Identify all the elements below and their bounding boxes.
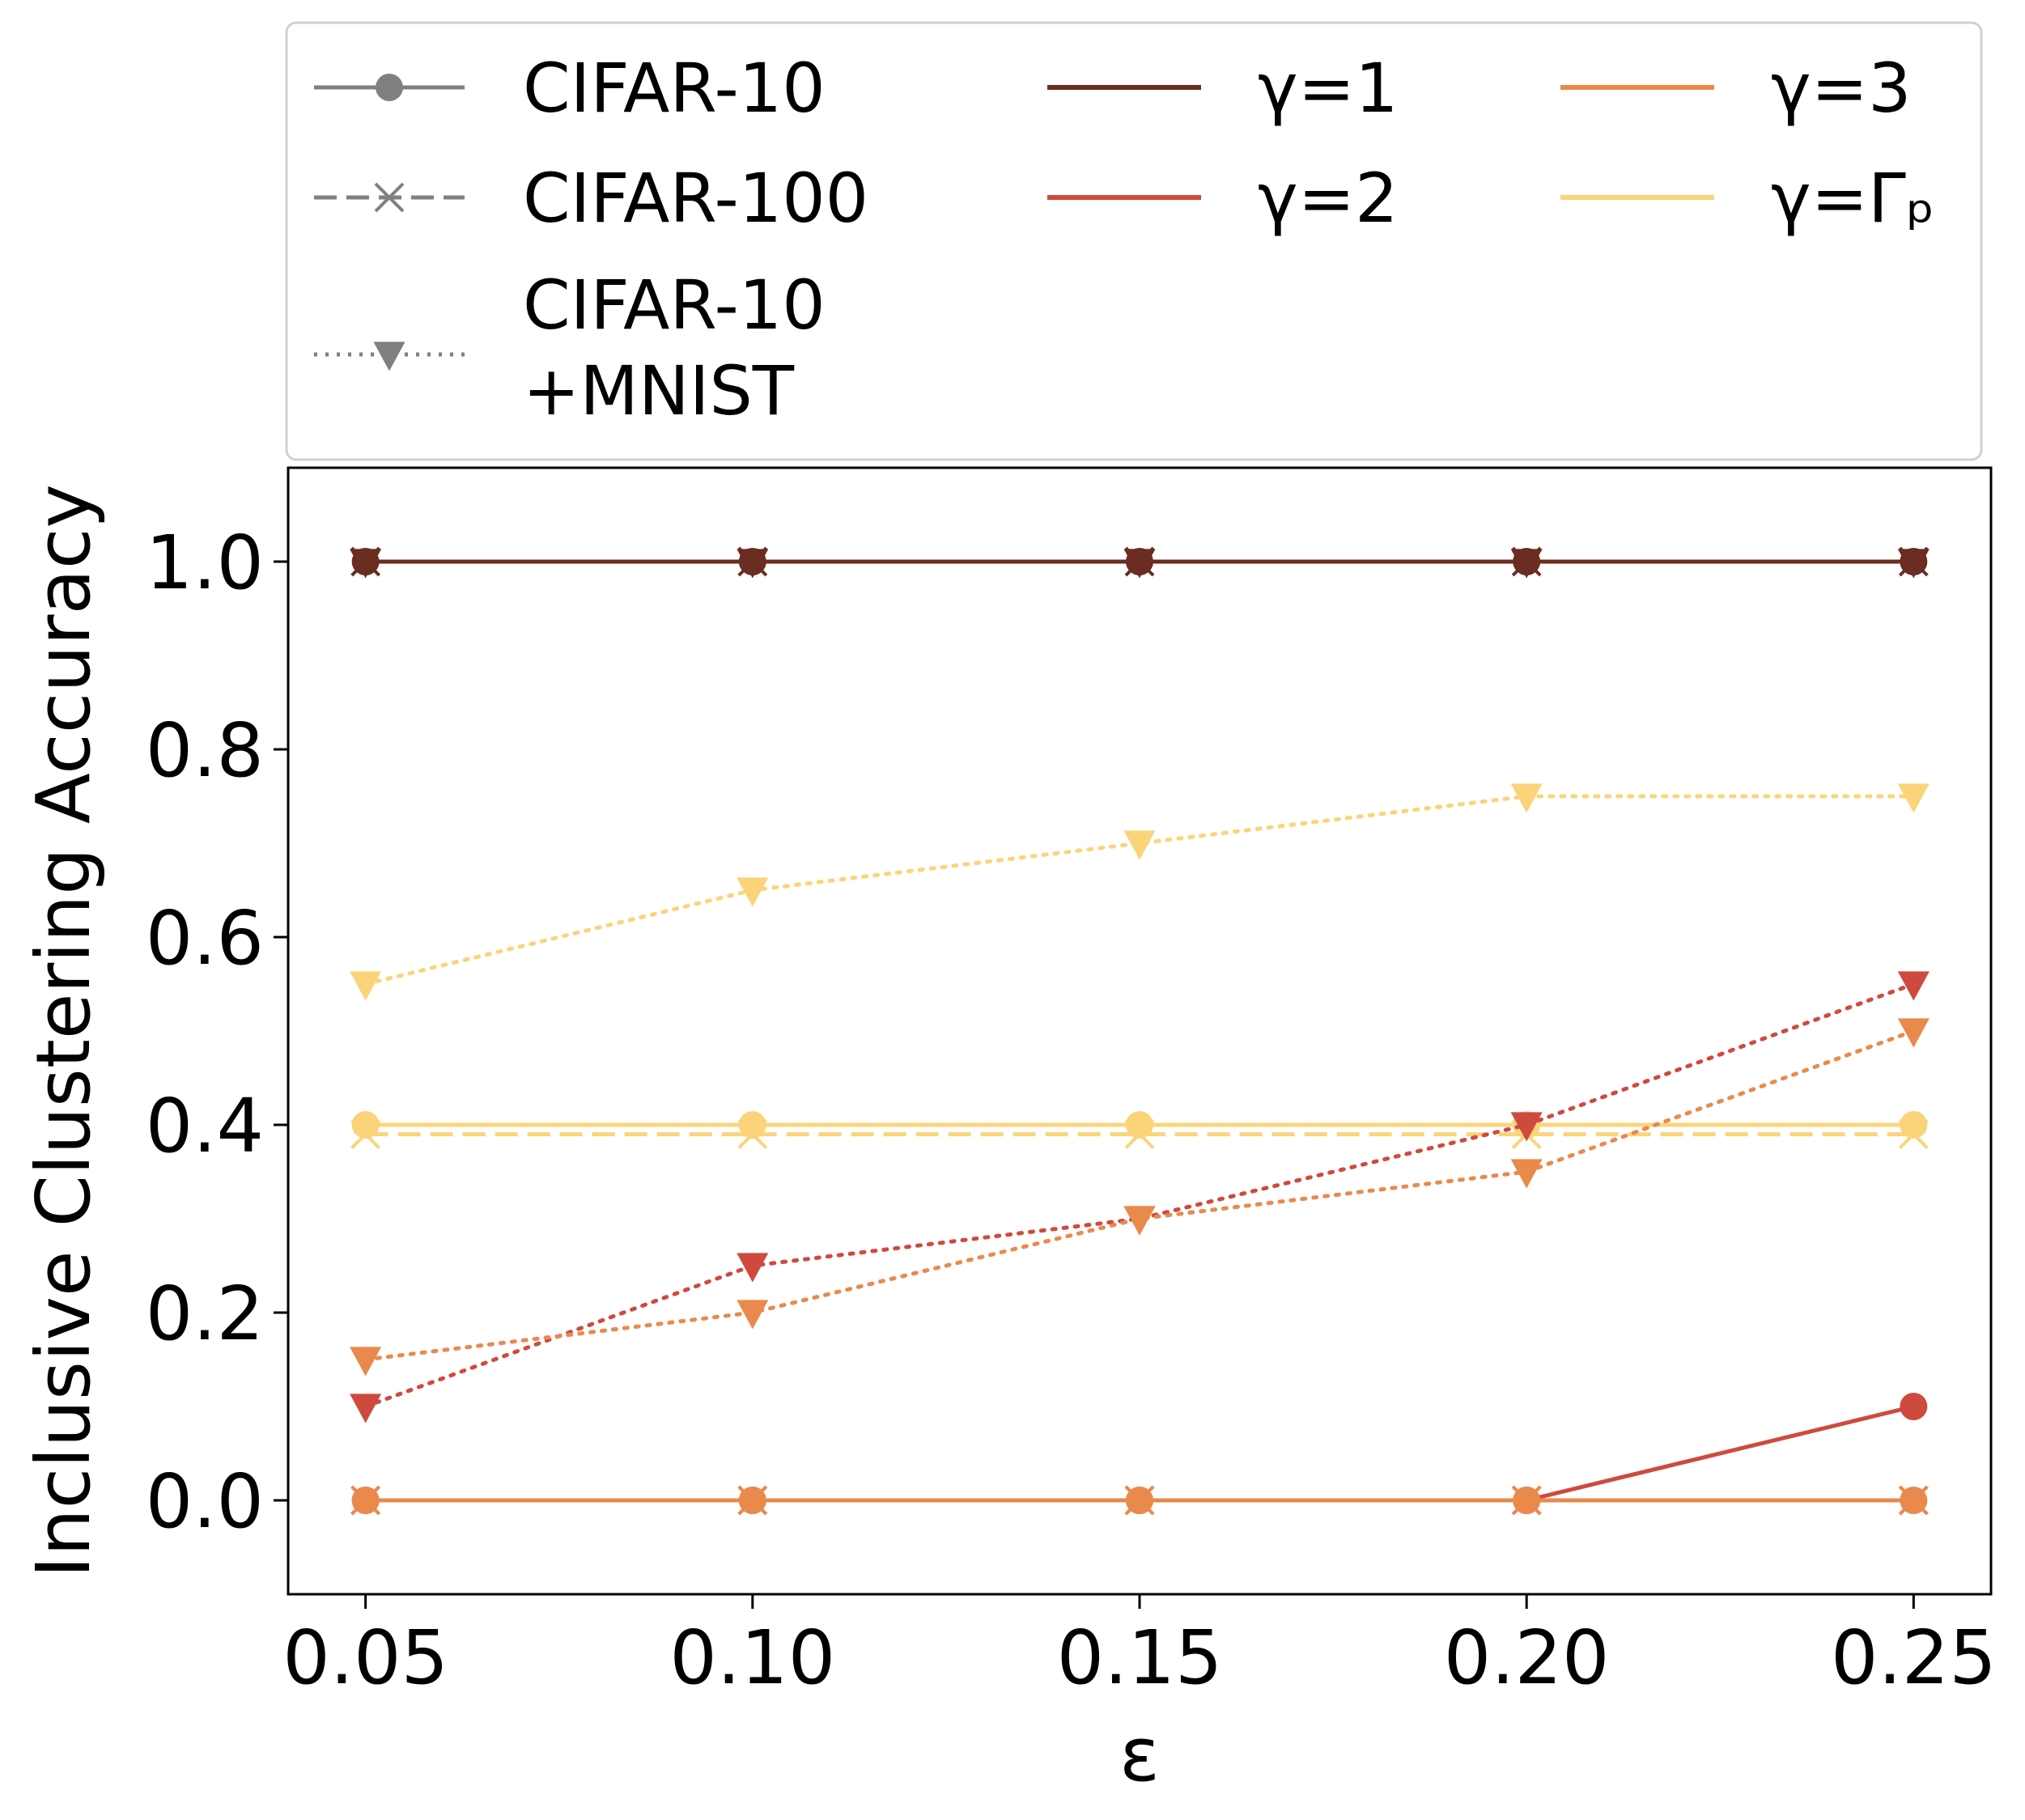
data-point [1897,549,1929,579]
legend-marker [374,182,405,213]
series-cifarmnist-g2 [350,971,1929,1423]
series-line [363,982,1916,1409]
data-point [1510,549,1543,579]
legend-label: CIFAR-10 [523,265,826,345]
x-tick-label: 0.15 [1057,1614,1223,1701]
data-point [738,1111,766,1139]
legend-entry-cifar100: CIFAR-100 [314,159,868,238]
legend-label: CIFAR-100 [523,159,868,238]
data-point [1897,783,1929,813]
legend-label: CIFAR-10 [523,49,826,128]
data-point [1897,1018,1929,1048]
x-tick-label: 0.20 [1444,1614,1610,1701]
legend-entry-gp: γ=Γₚ [1560,159,1935,238]
legend-label: γ=2 [1258,159,1399,238]
data-point [1123,549,1156,579]
data-point [1900,1111,1928,1139]
data-point [737,549,769,579]
data-point [350,1394,382,1423]
series-line [363,794,1916,986]
x-tick-label: 0.10 [669,1614,835,1701]
series-cifar10-g3 [351,1487,1928,1514]
series-line [363,1029,1916,1362]
legend-frame [285,21,1983,461]
legend-marker [376,74,403,101]
series-cifarmnist-g3 [350,1018,1929,1377]
series-cifarmnist-g1 [350,549,1929,579]
plot-frame [287,466,1993,1596]
legend-marker [373,342,405,371]
data-point [1123,1206,1156,1236]
legend-entry-g1: γ=1 [1047,49,1399,128]
y-tick-label: 0.2 [146,1271,264,1357]
data-point [737,877,769,907]
data-point [1513,1487,1541,1514]
data-point [1900,1487,1928,1514]
data-point [737,1253,769,1283]
data-point [1510,783,1543,813]
legend-label: γ=Γₚ [1771,159,1935,238]
legend-entry-g2: γ=2 [1047,159,1399,238]
data-point [1126,1487,1153,1514]
data-point [351,1111,380,1139]
data-point [738,1487,766,1514]
legend-entry-g3: γ=3 [1560,49,1912,128]
x-axis: 0.05 0.10 0.15 0.20 0.25 [282,1594,1997,1701]
y-axis: 0.0 0.2 0.4 0.6 0.8 1.0 [146,520,288,1545]
x-tick-label: 0.25 [1831,1614,1997,1701]
y-tick-label: 0.4 [146,1083,264,1169]
y-tick-label: 1.0 [146,520,264,606]
y-tick-label: 0.6 [146,895,264,982]
legend-entry-cifar10: CIFAR-10 [314,49,826,128]
data-point [737,1300,769,1330]
legend-label: γ=1 [1258,49,1399,128]
data-point [1900,1393,1928,1420]
legend-label: +MNIST [523,351,795,431]
data-point [350,971,382,1001]
legend: CIFAR-10CIFAR-100CIFAR-10+MNISTγ=1γ=2γ=3… [285,21,1983,461]
data-point [350,1347,382,1377]
series-cifar10-gp [351,1111,1928,1139]
data-point [1510,1159,1543,1189]
series-cifarmnist-gp [350,783,1929,1001]
y-tick-label: 0.8 [146,707,264,794]
legend-entry-cifarmnist: CIFAR-10+MNIST [314,265,826,431]
data-point [1126,1111,1153,1139]
legend-label: γ=3 [1771,49,1912,128]
x-axis-title: ε [1119,1712,1160,1798]
data-point [1510,1112,1543,1142]
y-tick-label: 0.0 [146,1458,264,1545]
y-axis-title: Inclusive Clustering Accuracy [20,484,107,1578]
plot-series [350,546,1929,1516]
data-point [350,549,382,579]
x-tick-label: 0.05 [282,1614,448,1701]
legend-items: CIFAR-10CIFAR-100CIFAR-10+MNISTγ=1γ=2γ=3… [314,49,1935,431]
data-point [1897,971,1929,1001]
data-point [1123,830,1156,860]
data-point [351,1487,380,1514]
series-line [365,1404,1914,1503]
